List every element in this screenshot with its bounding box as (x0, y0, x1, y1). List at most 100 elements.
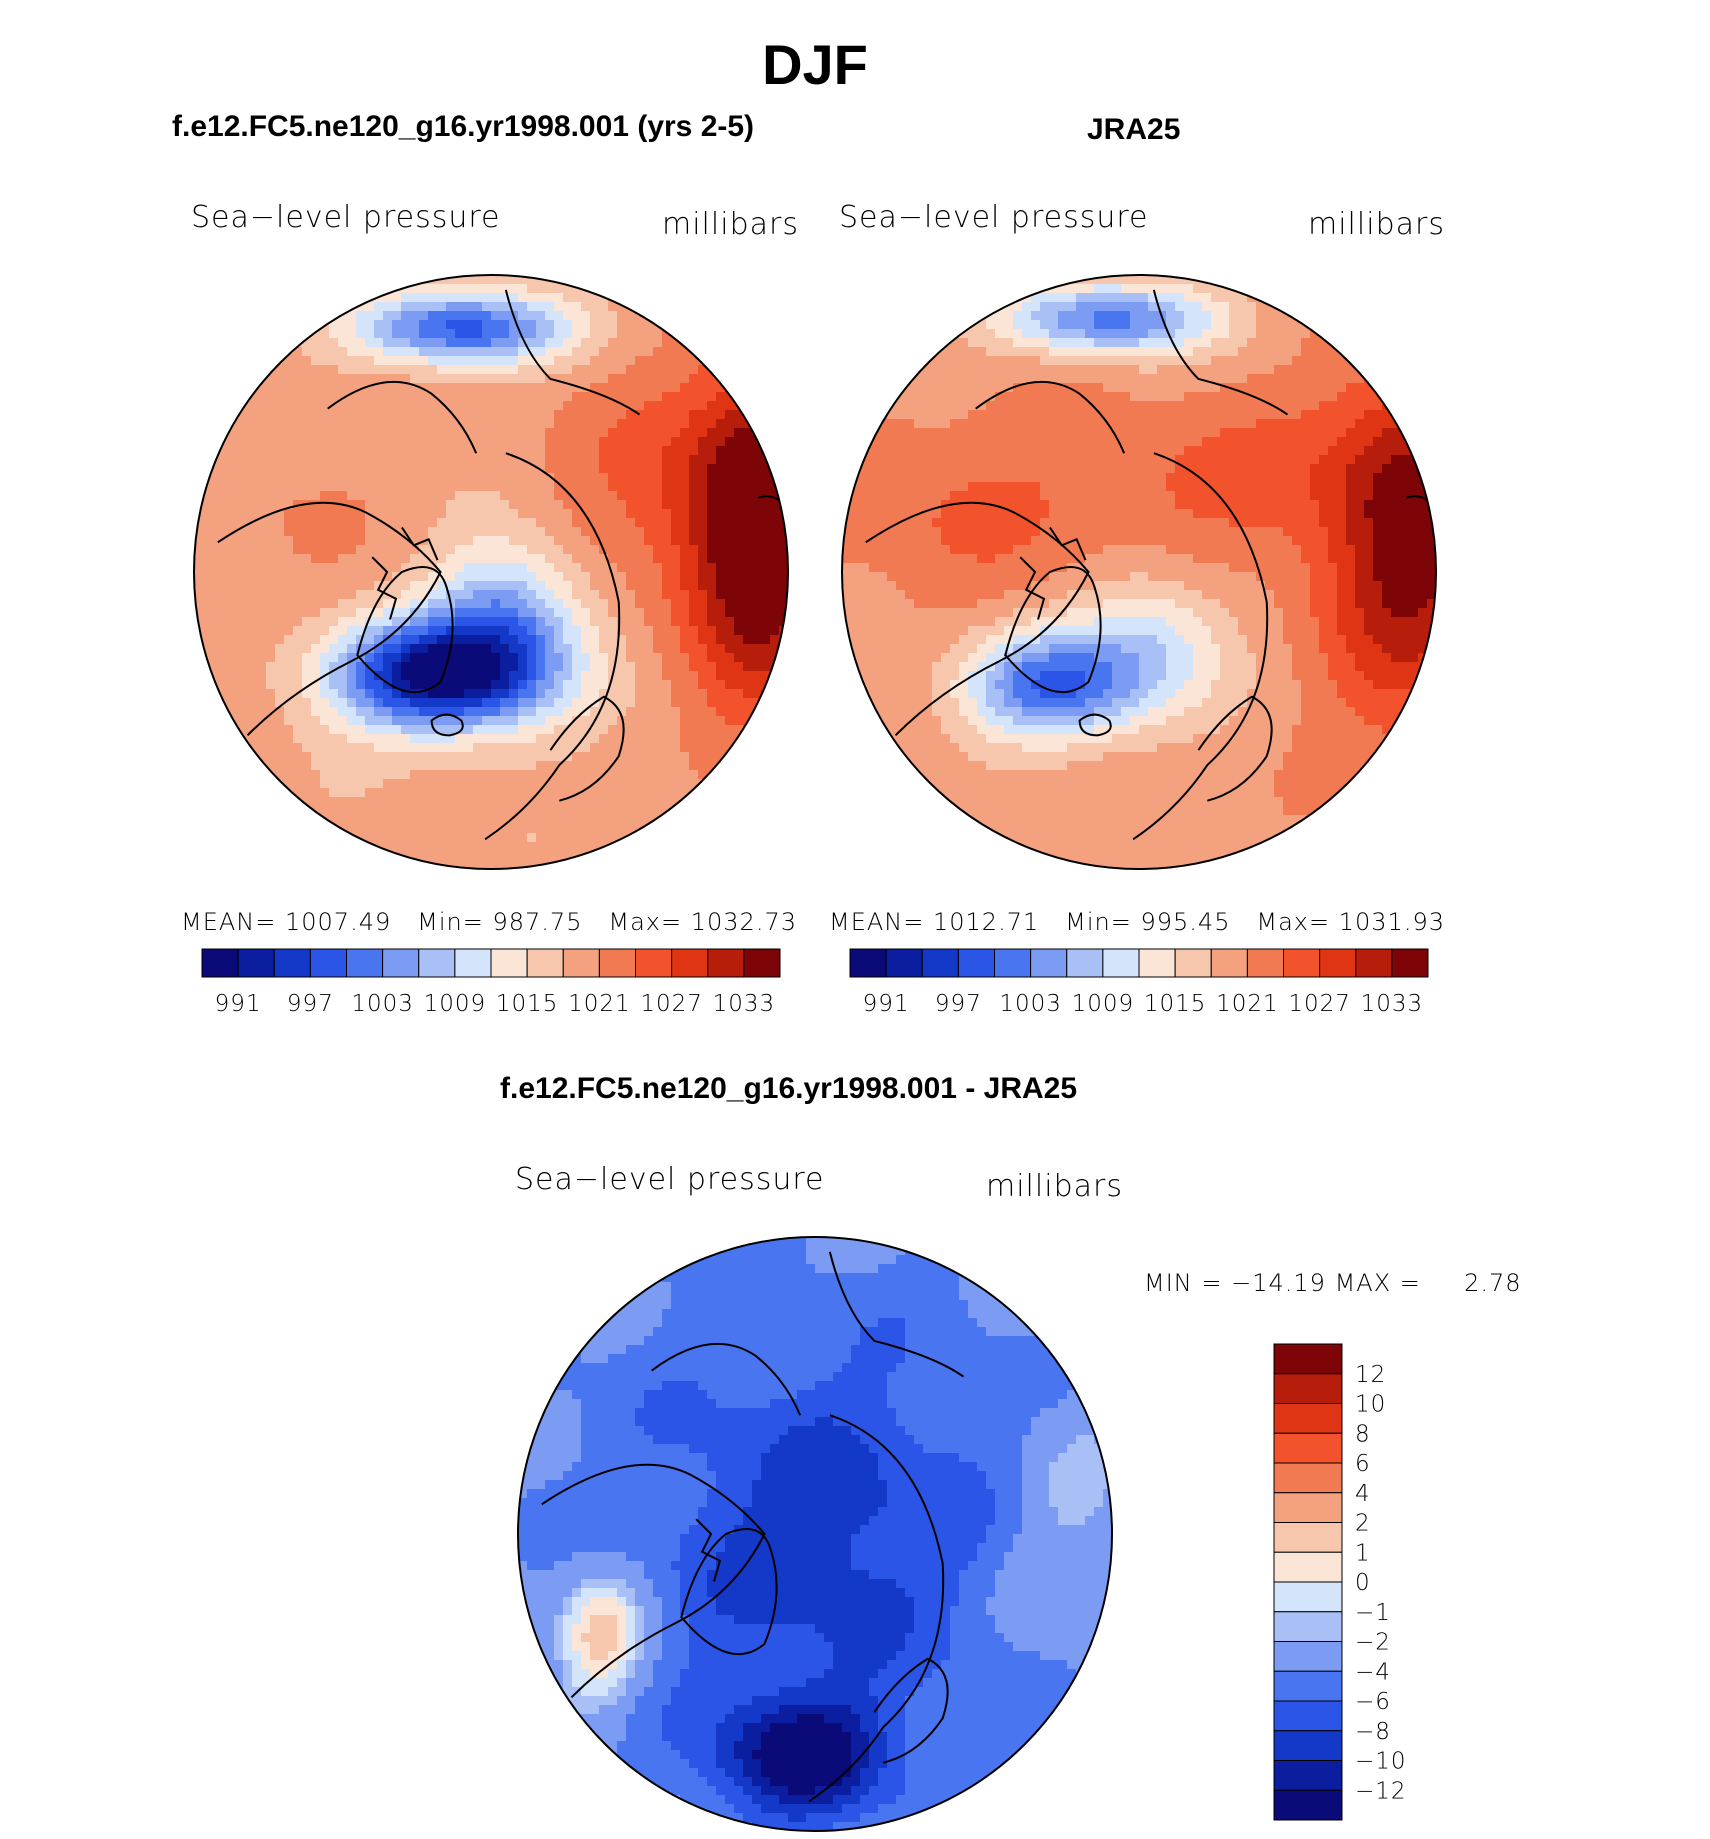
contour-cell (1193, 284, 1239, 294)
contour-cell (410, 734, 456, 744)
contour-cell (437, 365, 519, 375)
coastline (1049, 526, 1087, 561)
contour-cell (563, 1597, 573, 1607)
contour-cell (1022, 1525, 1112, 1535)
contour-cell (842, 428, 1221, 438)
contour-cell (1418, 725, 1436, 735)
contour-cell (581, 644, 600, 654)
contour-cell (842, 806, 1284, 816)
contour-cell (905, 1696, 1086, 1706)
contour-cell (635, 1255, 663, 1265)
contour-cell (725, 500, 788, 510)
colorbar-swatch (454, 948, 492, 978)
contour-cell (1382, 356, 1436, 366)
contour-cell (617, 311, 672, 321)
contour-cell (194, 707, 285, 717)
contour-cell (635, 1669, 654, 1679)
contour-cell (959, 671, 969, 681)
contour-cell (1040, 671, 1086, 681)
contour-cell (518, 1606, 528, 1616)
contour-cell (788, 680, 798, 690)
contour-cell (608, 293, 681, 303)
contour-cell (509, 689, 519, 699)
contour-cell (941, 509, 1050, 519)
contour-cell (1436, 680, 1446, 690)
contour-cell (1238, 707, 1302, 717)
contour-cell (491, 599, 501, 609)
contour-cell (275, 653, 303, 663)
contour-cell (662, 662, 690, 672)
contour-cell (446, 509, 519, 519)
contour-cell (1373, 680, 1436, 690)
colorbar-tick-label: 12 (1355, 1362, 1386, 1388)
contour-cell (788, 1426, 852, 1436)
contour-cell (518, 1642, 537, 1652)
contour-cell (734, 1705, 780, 1715)
contour-cell (437, 635, 501, 645)
contour-cell (653, 554, 681, 564)
contour-cell (581, 671, 609, 681)
contour-cell (383, 680, 393, 690)
contour-cell (887, 572, 1050, 582)
mean-value: 1007.49 (285, 908, 392, 936)
contour-cell (986, 1471, 1023, 1481)
contour-cell (959, 1264, 1068, 1274)
contour-cell (1229, 608, 1284, 618)
contour-cell (1094, 1354, 1112, 1364)
contour-cell (707, 401, 744, 411)
contour-cell (689, 518, 708, 528)
contour-cell (1004, 698, 1023, 708)
contour-cell (608, 608, 645, 618)
contour-cell (1355, 563, 1374, 573)
contour-cell (1328, 662, 1356, 672)
contour-cell (1130, 716, 1167, 726)
contour-cell (716, 590, 744, 600)
contour-cell (1103, 1489, 1112, 1499)
colorbar-tick-label: 0 (1355, 1570, 1371, 1596)
contour-cell (635, 680, 672, 690)
contour-cell (563, 617, 573, 627)
contour-cell (1040, 491, 1176, 501)
contour-cell (635, 662, 663, 672)
contour-cell (752, 275, 788, 285)
contour-cell (1184, 320, 1212, 330)
contour-cell (401, 311, 429, 321)
contour-cell (1067, 1318, 1095, 1328)
contour-cell (1121, 284, 1194, 294)
contour-cell (545, 1480, 717, 1490)
contour-cell (383, 347, 420, 357)
contour-cell (842, 851, 1436, 861)
contour-cell (1211, 689, 1248, 699)
contour-cell (392, 707, 420, 717)
contour-cell (1094, 1507, 1112, 1517)
contour-cell (968, 689, 987, 699)
contour-cell (851, 1705, 879, 1715)
contour-cell (590, 743, 681, 753)
contour-cell (194, 428, 546, 438)
contour-cell (986, 716, 1014, 726)
contour-cell (1094, 1336, 1112, 1346)
contour-cell (680, 554, 699, 564)
contour-cell (356, 635, 375, 645)
contour-cell (1337, 689, 1436, 699)
contour-cell (356, 707, 375, 717)
contour-cell (968, 1255, 1068, 1265)
contour-cell (689, 1633, 825, 1643)
contour-cell (1382, 464, 1436, 474)
contour-cell (1022, 1435, 1077, 1445)
contour-cell (554, 356, 591, 366)
contour-cell (860, 1795, 897, 1805)
contour-cell (617, 1615, 627, 1625)
contour-cell (734, 455, 780, 465)
contour-cell (842, 320, 960, 330)
contour-cell (482, 320, 510, 330)
contour-cell (608, 338, 663, 348)
contour-cell (752, 1822, 834, 1831)
coastline (865, 501, 1090, 737)
contour-cell (725, 410, 788, 420)
contour-cell (1193, 653, 1221, 663)
contour-cell (1202, 302, 1230, 312)
contour-cell (626, 653, 663, 663)
contour-cell (842, 599, 915, 609)
contour-cell (896, 1651, 951, 1661)
